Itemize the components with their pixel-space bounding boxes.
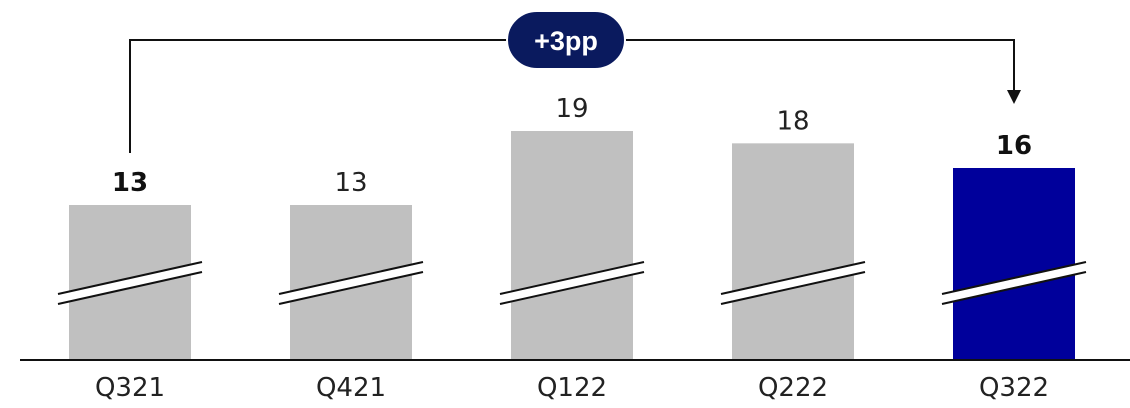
axis-break-q322 xyxy=(941,261,1087,305)
x-tick-label-q222: Q222 xyxy=(758,373,828,403)
axis-break-line xyxy=(278,261,424,295)
x-tick-label-q321: Q321 xyxy=(95,373,165,403)
axis-break-line xyxy=(57,261,203,295)
axis-break-line xyxy=(499,261,645,295)
axis-break-line xyxy=(720,271,866,305)
axis-break-gap xyxy=(721,262,865,304)
axis-break-q321 xyxy=(57,261,203,305)
axis-break-gap xyxy=(500,262,644,304)
axis-breaks-group xyxy=(57,261,1087,305)
bars-group xyxy=(69,131,1075,360)
axis-break-line xyxy=(57,271,203,305)
difference-badge-label: +3pp xyxy=(534,26,598,56)
x-tick-label-q421: Q421 xyxy=(316,373,386,403)
annotation-arrowhead xyxy=(1007,90,1021,104)
x-tick-label-q122: Q122 xyxy=(537,373,607,403)
bar-q222 xyxy=(732,143,854,360)
axis-break-line xyxy=(499,271,645,305)
axis-break-line xyxy=(941,271,1087,305)
value-label-q321: 13 xyxy=(112,168,148,198)
value-label-q122: 19 xyxy=(555,94,588,124)
value-label-q322: 16 xyxy=(996,131,1032,161)
axis-break-line xyxy=(278,271,424,305)
bar-q122 xyxy=(511,131,633,360)
axis-break-q222 xyxy=(720,261,866,305)
axis-break-gap xyxy=(279,262,423,304)
difference-badge xyxy=(506,10,626,70)
axis-break-q421 xyxy=(278,261,424,305)
axis-break-line xyxy=(720,261,866,295)
labels-group: Q321 13 Q421 13 Q122 19 Q222 18 Q322 16 xyxy=(95,94,1049,403)
axis-break-gap xyxy=(942,262,1086,304)
axis-break-line xyxy=(941,261,1087,295)
axis-break-q122 xyxy=(499,261,645,305)
annotation-group: +3pp xyxy=(129,10,1021,153)
value-label-q421: 13 xyxy=(334,168,367,198)
x-tick-label-q322: Q322 xyxy=(979,373,1049,403)
axis-break-gap xyxy=(58,262,202,304)
bar-q322 xyxy=(953,168,1075,360)
value-label-q222: 18 xyxy=(776,106,809,136)
